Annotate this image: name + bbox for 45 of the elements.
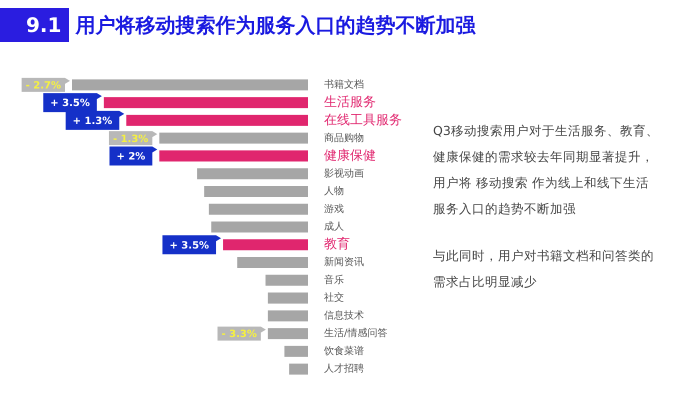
bar: [289, 364, 308, 375]
text: Q3移动搜索用户对于生活服务、教育、健康保健的需求较去年同期显著提升，用户将 移动搜索 作为线上和线下生活服务入口的趋势不断加强: [433, 122, 660, 218]
annotation: + 3.5%: [169, 240, 210, 252]
bar: [211, 221, 308, 233]
y-tick-label: 生活/情感问答: [324, 327, 388, 340]
y-tick-label: 生活服务: [324, 95, 376, 110]
y-tick-label: 人才招聘: [324, 362, 364, 375]
y-tick-label: 商品购物: [324, 132, 364, 144]
annotation: - 2.7%: [26, 80, 62, 92]
chart-title: 用户将移动搜索作为服务入口的趋势不断加强: [75, 12, 476, 38]
bar: [223, 239, 308, 250]
text: 与此同时，用户对书籍文档和问答类的需求占比明显减少: [433, 247, 655, 291]
bar: [197, 168, 308, 180]
y-tick-label: 健康保健: [324, 148, 376, 164]
y-tick-label: 书籍文档: [324, 78, 364, 90]
bar: [268, 310, 308, 322]
annotation: + 2%: [116, 152, 146, 163]
bar: [268, 292, 308, 304]
bar: [268, 328, 308, 340]
y-tick-label: 饮食菜谱: [323, 344, 364, 357]
y-tick-label: 人物: [324, 186, 344, 198]
bar: [126, 114, 308, 126]
y-tick-label: 成人: [324, 220, 344, 233]
annotation: - 3.3%: [222, 329, 257, 340]
bar: [266, 274, 308, 286]
annotation: + 1.3%: [72, 116, 112, 128]
y-tick-label: 音乐: [324, 274, 344, 286]
annotation: + 3.5%: [50, 98, 90, 110]
bar: [72, 79, 308, 90]
bar: [208, 204, 308, 215]
bar: [284, 346, 308, 357]
bar: [159, 132, 308, 144]
bar: [204, 186, 308, 197]
annotation: - 1.3%: [112, 134, 148, 145]
text: 9.1: [0, 8, 70, 42]
y-tick-label: 教育: [324, 236, 350, 252]
y-tick-label: 社交: [324, 292, 344, 304]
bar: [159, 150, 308, 162]
y-tick-label: 新闻资讯: [324, 256, 364, 268]
y-tick-label: 游戏: [324, 202, 344, 215]
bar: [237, 257, 308, 268]
bar: [104, 97, 308, 108]
y-tick-label: 信息技术: [324, 309, 364, 322]
y-tick-label: 在线工具服务: [324, 112, 402, 128]
y-tick-label: 影视动画: [324, 167, 364, 180]
